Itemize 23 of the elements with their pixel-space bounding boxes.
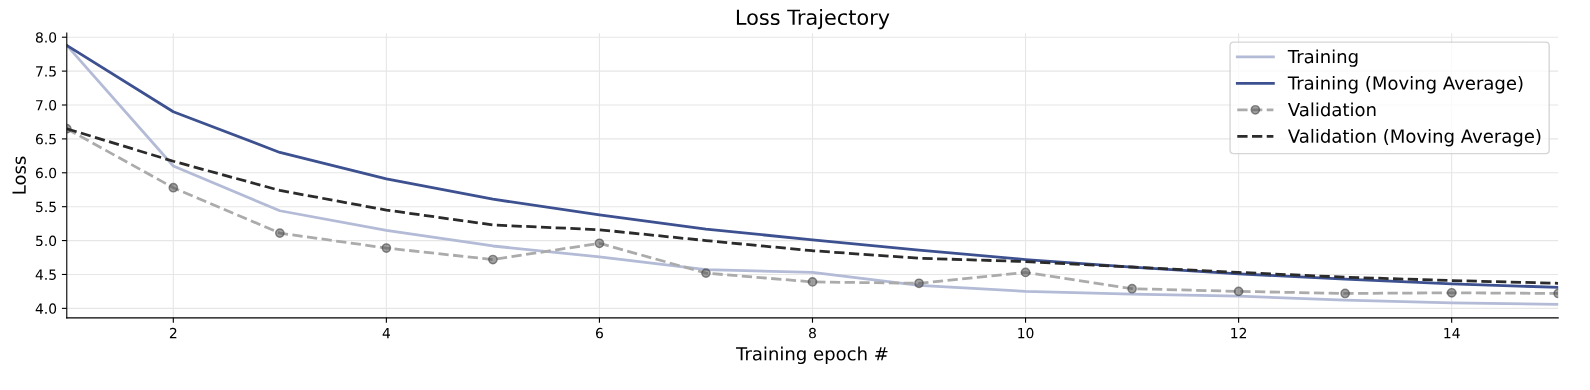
- x-tick-label: 6: [595, 327, 603, 339]
- y-tick-label: 6.5: [35, 133, 56, 145]
- x-tick-label: 12: [1231, 327, 1247, 339]
- y-tick-label: 4.5: [35, 269, 56, 280]
- y-tick-label: 5.0: [36, 235, 57, 247]
- y-tick-label: 7.5: [36, 66, 56, 77]
- legend-label: Training: [1287, 49, 1358, 67]
- y-tick-label: 8.0: [35, 32, 57, 43]
- legend-label: Validation: [1287, 102, 1376, 117]
- y-tick-label: 6.0: [35, 167, 57, 179]
- y-tick-label: 7.0: [36, 99, 57, 111]
- x-tick-label: 10: [1018, 327, 1034, 339]
- x-tick-label: 2: [169, 327, 177, 339]
- x-axis-title: Training epoch #: [736, 346, 888, 365]
- x-tick-label: 8: [809, 327, 816, 339]
- legend-label: Training (Moving Average): [1287, 75, 1523, 94]
- x-tick-label: 4: [382, 328, 391, 339]
- y-tick-label: 5.5: [36, 201, 56, 213]
- y-axis-title: Loss: [12, 156, 26, 194]
- x-tick-label: 14: [1444, 328, 1460, 339]
- legend-label: Validation (Moving Average): [1287, 128, 1541, 147]
- chart-title: Loss Trajectory: [736, 8, 890, 30]
- y-tick-label: 4.0: [35, 303, 57, 314]
